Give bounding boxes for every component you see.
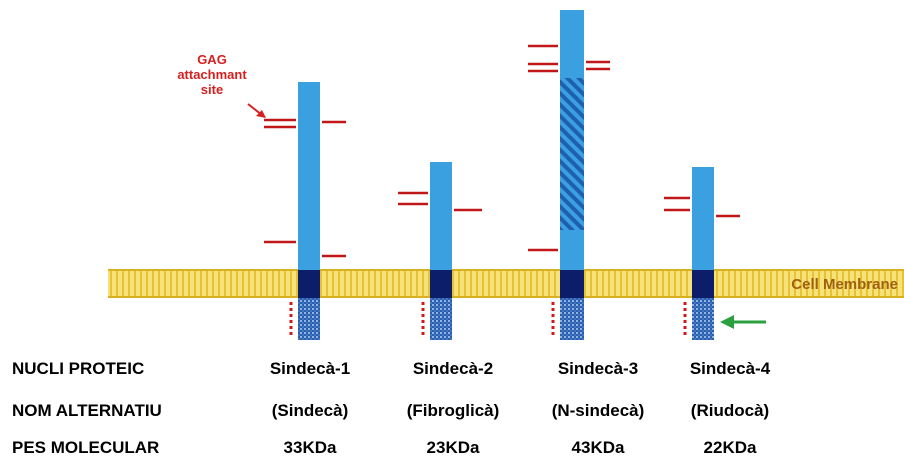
membrane-label: Cell Membrane — [791, 276, 898, 293]
row-label: NOM ALTERNATIU — [12, 401, 162, 420]
cell: Sindecà-4 — [690, 359, 771, 378]
cell: Sindecà-1 — [270, 359, 350, 378]
row-label: NUCLI PROTEIC — [12, 359, 144, 378]
cell: (Sindecà) — [272, 401, 349, 420]
syndecan-4 — [664, 167, 740, 340]
syndecan-1 — [264, 82, 346, 340]
diagram: Cell Membrane GAG attachmant site — [0, 0, 904, 463]
cell: 33KDa — [284, 438, 337, 457]
cell: Sindecà-3 — [558, 359, 638, 378]
annotation-arrow — [248, 104, 266, 118]
cell: (Fibroglicà) — [407, 401, 500, 420]
syndecan-2 — [398, 162, 482, 340]
cell: (Riudocà) — [691, 401, 769, 420]
annotation-line: attachmant — [177, 67, 247, 82]
cell: Sindecà-2 — [413, 359, 493, 378]
arrow — [720, 315, 766, 329]
cell: (N-sindecà) — [552, 401, 645, 420]
cell: 23KDa — [427, 438, 480, 457]
table: NUCLI PROTEIC Sindecà-1 Sindecà-2 Sindecà-3… — [12, 359, 771, 457]
cell: 43KDa — [572, 438, 625, 457]
row-label: PES MOLECULAR — [12, 438, 159, 457]
annotation-line: site — [201, 82, 223, 97]
cell-membrane — [108, 270, 904, 298]
cell: 22KDa — [704, 438, 757, 457]
annotation-line: GAG — [197, 52, 227, 67]
